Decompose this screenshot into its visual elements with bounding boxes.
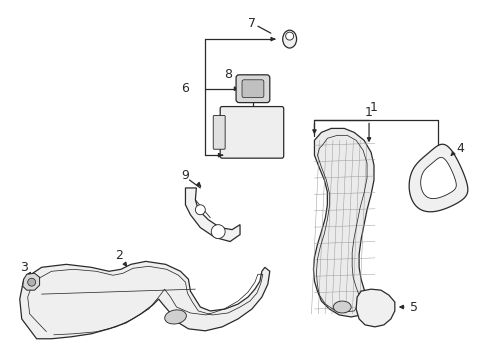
Text: 6: 6 [181, 82, 189, 95]
Text: 7: 7 [247, 17, 255, 30]
Ellipse shape [333, 301, 350, 313]
Circle shape [211, 225, 224, 239]
Text: 3: 3 [20, 261, 28, 274]
Polygon shape [355, 289, 394, 327]
Circle shape [195, 205, 205, 215]
Text: 4: 4 [455, 142, 463, 155]
FancyBboxPatch shape [213, 116, 224, 149]
Text: 1: 1 [369, 101, 377, 114]
Polygon shape [313, 129, 373, 317]
Text: 5: 5 [409, 301, 417, 314]
Circle shape [285, 32, 293, 40]
Polygon shape [22, 273, 40, 290]
Ellipse shape [164, 310, 186, 324]
FancyBboxPatch shape [236, 75, 269, 103]
Text: 2: 2 [115, 249, 122, 262]
Text: 1: 1 [365, 106, 372, 119]
Polygon shape [185, 188, 240, 242]
Circle shape [28, 278, 36, 286]
Polygon shape [20, 261, 269, 339]
FancyBboxPatch shape [242, 80, 264, 98]
Text: 8: 8 [224, 68, 232, 81]
FancyBboxPatch shape [220, 107, 283, 158]
Polygon shape [420, 157, 455, 199]
Ellipse shape [282, 30, 296, 48]
Text: 9: 9 [181, 168, 189, 181]
Polygon shape [408, 144, 467, 212]
